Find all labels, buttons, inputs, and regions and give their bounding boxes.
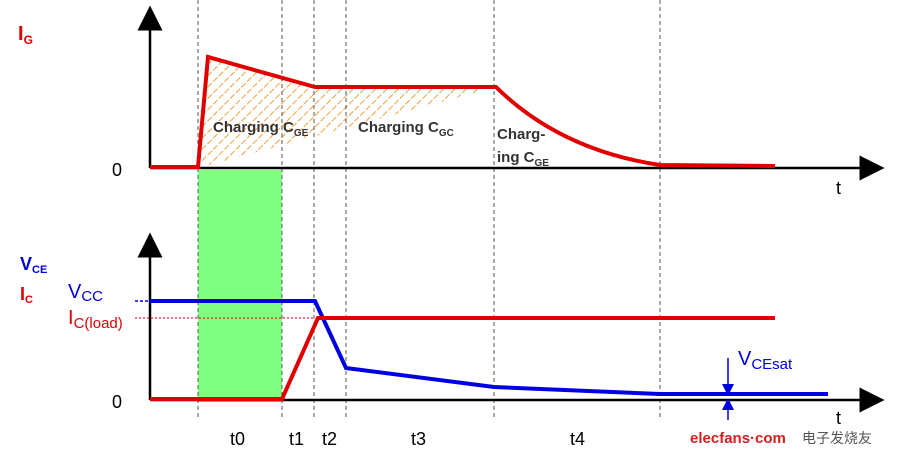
vce-label: VCE [20, 254, 47, 276]
interval-label: t3 [411, 429, 426, 449]
interval-label: t1 [289, 429, 304, 449]
t-label: t [836, 408, 841, 428]
region-label: Charging CGC [358, 119, 454, 139]
ic-label: IC [20, 284, 33, 306]
zero-label: 0 [112, 392, 122, 412]
vcc-label: VCC [68, 281, 103, 305]
time-markers [197, 0, 661, 420]
interval-label: t4 [570, 429, 585, 449]
vcesat-label: VCEsat [738, 348, 793, 373]
region-label: Charging CGE [213, 119, 309, 139]
hatched-area [198, 57, 496, 168]
watermark: 电子发烧友 [802, 430, 872, 446]
region-label: Charg- [497, 126, 545, 143]
watermark: elecfans·com [690, 430, 786, 447]
interval-label: t2 [322, 429, 337, 449]
ig-curve [150, 54, 776, 169]
ig-label: IG [18, 23, 33, 47]
interval-label: t0 [230, 429, 245, 449]
ic-curve [150, 316, 775, 401]
vce-curve [150, 299, 828, 396]
t-label: t [836, 178, 841, 198]
icload-label: IC(load) [68, 307, 123, 332]
region-label: ing CGE [497, 149, 549, 169]
green-interval [198, 170, 282, 402]
zero-label: 0 [112, 160, 122, 180]
